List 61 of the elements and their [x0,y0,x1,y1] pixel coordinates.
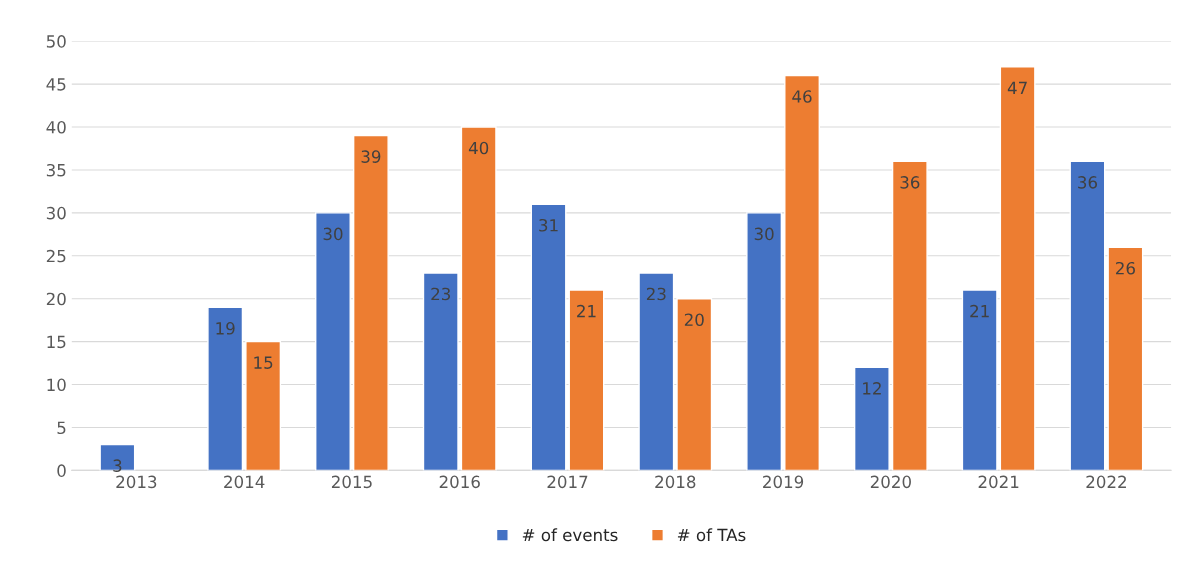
x-tick-label: 2018 [655,475,696,489]
data-label: 47 [1007,81,1027,94]
bar [676,298,713,471]
bar [315,212,351,471]
data-label: 15 [254,356,273,369]
bar [568,289,605,471]
data-label: 36 [900,176,920,189]
legend-label: # of TAs [677,528,746,542]
data-label: 39 [361,150,381,163]
data-label: 19 [216,322,235,335]
x-tick-label: 2016 [439,475,480,489]
data-label: 31 [539,218,558,232]
bar [999,66,1036,471]
bar [784,74,820,471]
data-label: 26 [1116,261,1135,275]
data-label: 30 [754,227,774,241]
bar [245,340,282,471]
bar [1107,246,1144,471]
bar [746,212,783,471]
x-tick-label: 2014 [224,475,265,489]
x-tick-label: 2020 [870,475,911,489]
bar [530,203,567,471]
bar [638,272,675,471]
y-tick-label: 25 [46,249,66,263]
bar [422,272,459,471]
y-tick-label: 20 [46,292,66,306]
x-tick-label: 2013 [116,475,157,489]
data-label: 46 [792,90,812,103]
data-label: 3 [113,459,122,472]
y-tick-label: 50 [46,35,66,48]
y-tick-label: 45 [46,78,66,91]
x-tick-label: 2015 [331,475,372,489]
data-label: 23 [431,287,451,301]
y-tick-label: 30 [46,206,66,220]
bar [853,366,890,471]
data-label: 21 [577,304,596,318]
x-tick-label: 2021 [978,475,1019,489]
y-tick-label: 15 [47,335,66,349]
y-tick-label: 5 [57,421,66,435]
data-label: 23 [646,287,666,301]
data-label: 21 [970,304,989,318]
bar [891,160,928,471]
y-tick-label: 0 [57,464,66,477]
bar [207,306,244,471]
bar [1069,160,1106,471]
y-tick-label: 40 [46,120,66,134]
data-label: 30 [323,227,343,241]
data-label: 12 [863,382,881,395]
bar [352,134,389,471]
x-tick-label: 2022 [1086,475,1126,489]
data-label: 36 [1078,176,1098,189]
x-tick-label: 2019 [763,475,804,489]
bar [460,126,497,471]
bar [961,289,998,471]
x-tick-label: 2017 [547,475,588,489]
bar [99,443,136,471]
data-label: 20 [684,313,704,327]
data-label: 40 [468,141,489,155]
y-tick-label: 35 [46,163,66,177]
y-tick-label: 10 [47,378,66,392]
legend-label: # of events [522,528,618,542]
